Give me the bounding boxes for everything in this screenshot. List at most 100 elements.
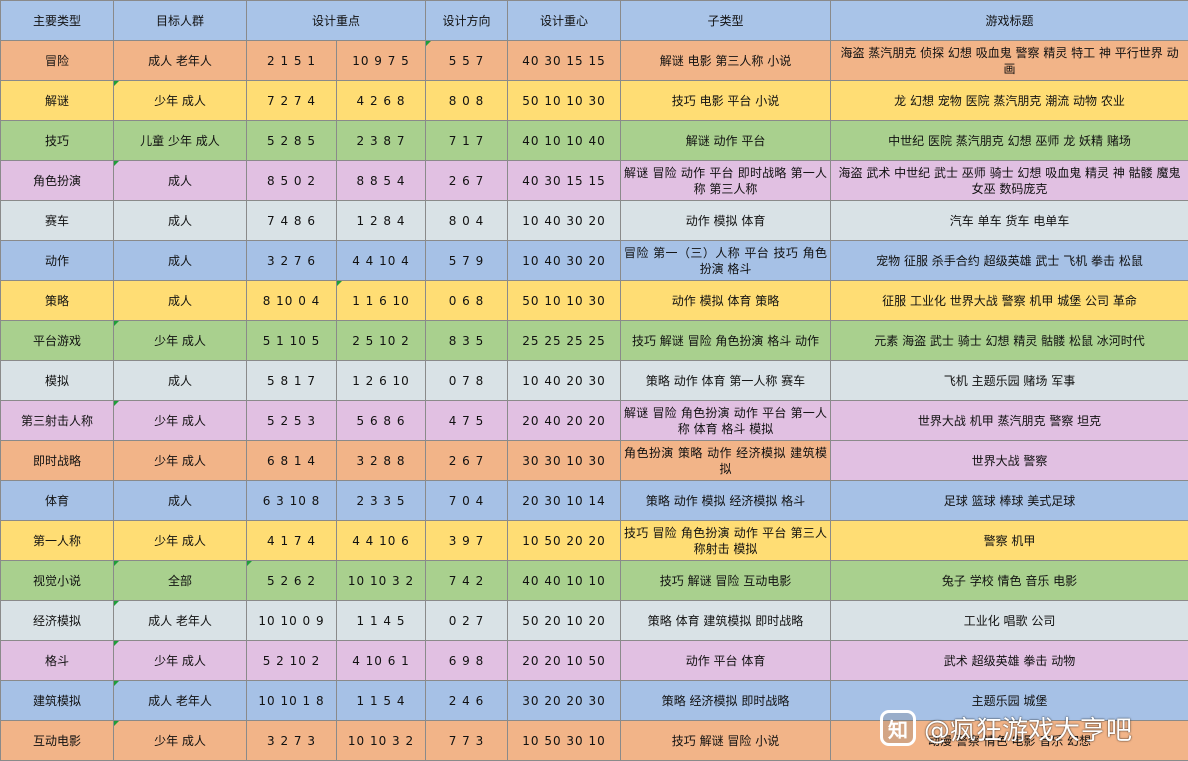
direction-cell: 4 7 5	[425, 400, 509, 441]
audience-cell: 成人 老年人	[113, 680, 247, 721]
audience-cell: 成人	[113, 240, 247, 281]
subtypes-cell: 策略 体育 建筑模拟 即时战略	[620, 600, 832, 641]
header-row: 主要类型 目标人群 设计重点 设计方向 设计重心 子类型 游戏标题	[0, 0, 1188, 41]
center-cell: 40 10 10 40	[507, 120, 622, 161]
focus-a-cell: 5 2 6 2	[246, 560, 337, 601]
direction-cell: 3 9 7	[425, 520, 509, 561]
direction-cell: 8 0 8	[425, 80, 509, 121]
titles-cell: 主题乐园 城堡	[830, 680, 1188, 721]
focus-a-cell: 3 2 7 6	[246, 240, 337, 281]
focus-b-cell: 1 1 5 4	[335, 680, 427, 721]
audience-cell: 少年 成人	[113, 440, 247, 481]
focus-a-cell: 2 1 5 1	[246, 40, 337, 81]
titles-cell: 警察 机甲	[830, 520, 1188, 561]
audience-cell: 儿童 少年 成人	[113, 120, 247, 161]
type-cell: 视觉小说	[0, 560, 114, 601]
subtypes-cell: 策略 动作 体育 第一人称 赛车	[620, 360, 832, 401]
center-cell: 20 30 10 14	[507, 480, 622, 521]
focus-b-cell: 4 4 10 4	[335, 240, 427, 281]
direction-cell: 0 2 7	[425, 600, 509, 641]
audience-cell: 成人 老年人	[113, 40, 247, 81]
header-subtypes: 子类型	[620, 0, 832, 41]
titles-cell: 龙 幻想 宠物 医院 蒸汽朋克 潮流 动物 农业	[830, 80, 1188, 121]
type-cell: 经济模拟	[0, 600, 114, 641]
focus-a-cell: 5 2 5 3	[246, 400, 337, 441]
focus-b-cell: 4 2 6 8	[335, 80, 427, 121]
type-cell: 即时战略	[0, 440, 114, 481]
type-cell: 冒险	[0, 40, 114, 81]
center-cell: 10 50 20 20	[507, 520, 622, 561]
audience-cell: 成人	[113, 160, 247, 201]
direction-cell: 2 4 6	[425, 680, 509, 721]
type-cell: 角色扮演	[0, 160, 114, 201]
titles-cell: 征服 工业化 世界大战 警察 机甲 城堡 公司 革命	[830, 280, 1188, 321]
titles-cell: 元素 海盗 武士 骑士 幻想 精灵 骷髅 松鼠 冰河时代	[830, 320, 1188, 361]
titles-cell: 海盗 武术 中世纪 武士 巫师 骑士 幻想 吸血鬼 精灵 神 骷髅 魔鬼 女巫 …	[830, 160, 1188, 201]
focus-a-cell: 10 10 1 8	[246, 680, 337, 721]
focus-b-cell: 1 1 6 10	[335, 280, 427, 321]
center-cell: 40 40 10 10	[507, 560, 622, 601]
titles-cell: 飞机 主题乐园 赌场 军事	[830, 360, 1188, 401]
focus-a-cell: 5 8 1 7	[246, 360, 337, 401]
center-cell: 10 40 20 30	[507, 360, 622, 401]
header-type: 主要类型	[0, 0, 114, 41]
focus-b-cell: 10 10 3 2	[335, 720, 427, 761]
audience-cell: 成人 老年人	[113, 600, 247, 641]
subtypes-cell: 动作 平台 体育	[620, 640, 832, 681]
audience-cell: 少年 成人	[113, 520, 247, 561]
center-cell: 50 10 10 30	[507, 280, 622, 321]
titles-cell: 世界大战 机甲 蒸汽朋克 警察 坦克	[830, 400, 1188, 441]
direction-cell: 8 0 4	[425, 200, 509, 241]
type-cell: 动作	[0, 240, 114, 281]
focus-a-cell: 6 3 10 8	[246, 480, 337, 521]
subtypes-cell: 动作 模拟 体育	[620, 200, 832, 241]
direction-cell: 2 6 7	[425, 440, 509, 481]
titles-cell: 中世纪 医院 蒸汽朋克 幻想 巫师 龙 妖精 赌场	[830, 120, 1188, 161]
focus-b-cell: 2 3 3 5	[335, 480, 427, 521]
titles-cell: 兔子 学校 情色 音乐 电影	[830, 560, 1188, 601]
audience-cell: 全部	[113, 560, 247, 601]
center-cell: 20 40 20 20	[507, 400, 622, 441]
focus-b-cell: 10 10 3 2	[335, 560, 427, 601]
subtypes-cell: 技巧 解谜 冒险 角色扮演 格斗 动作	[620, 320, 832, 361]
header-titles: 游戏标题	[830, 0, 1188, 41]
audience-cell: 成人	[113, 360, 247, 401]
focus-a-cell: 5 1 10 5	[246, 320, 337, 361]
focus-a-cell: 5 2 10 2	[246, 640, 337, 681]
direction-cell: 8 3 5	[425, 320, 509, 361]
type-cell: 第一人称	[0, 520, 114, 561]
focus-b-cell: 4 10 6 1	[335, 640, 427, 681]
center-cell: 40 30 15 15	[507, 160, 622, 201]
type-cell: 第三射击人称	[0, 400, 114, 441]
audience-cell: 少年 成人	[113, 640, 247, 681]
focus-b-cell: 1 2 8 4	[335, 200, 427, 241]
focus-a-cell: 8 10 0 4	[246, 280, 337, 321]
header-focus: 设计重点	[245, 0, 427, 41]
audience-cell: 少年 成人	[113, 400, 247, 441]
focus-a-cell: 5 2 8 5	[246, 120, 337, 161]
subtypes-cell: 解谜 冒险 动作 平台 即时战略 第一人称 第三人称	[620, 160, 832, 201]
subtypes-cell: 技巧 解谜 冒险 互动电影	[620, 560, 832, 601]
direction-cell: 2 6 7	[425, 160, 509, 201]
focus-b-cell: 3 2 8 8	[335, 440, 427, 481]
type-cell: 建筑模拟	[0, 680, 114, 721]
focus-a-cell: 7 4 8 6	[246, 200, 337, 241]
audience-cell: 成人	[113, 280, 247, 321]
center-cell: 50 10 10 30	[507, 80, 622, 121]
focus-b-cell: 1 2 6 10	[335, 360, 427, 401]
focus-b-cell: 10 9 7 5	[335, 40, 427, 81]
subtypes-cell: 解谜 冒险 角色扮演 动作 平台 第一人称 体育 格斗 模拟	[620, 400, 832, 441]
titles-cell: 武术 超级英雄 拳击 动物	[830, 640, 1188, 681]
subtypes-cell: 解谜 电影 第三人称 小说	[620, 40, 832, 81]
focus-a-cell: 7 2 7 4	[246, 80, 337, 121]
titles-cell: 海盗 蒸汽朋克 侦探 幻想 吸血鬼 警察 精灵 特工 神 平行世界 动画	[830, 40, 1188, 81]
